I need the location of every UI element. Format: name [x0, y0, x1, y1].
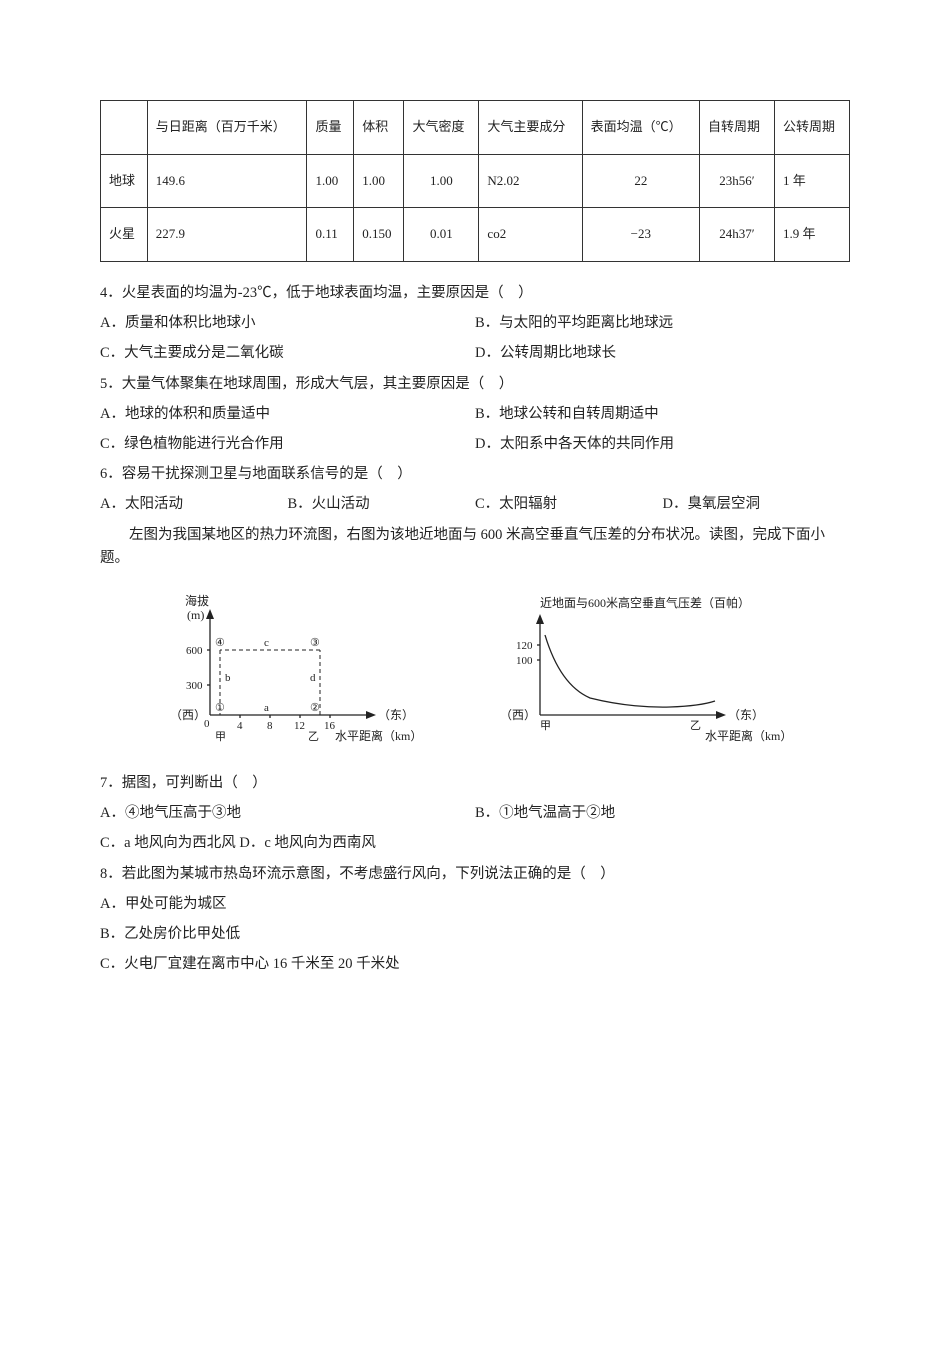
q6-opt-d: D．臭氧层空洞 — [663, 493, 851, 516]
th-blank — [101, 101, 148, 155]
ytick-300: 300 — [186, 680, 203, 692]
point-1: ① — [215, 702, 225, 714]
th-dist: 与日距离（百万千米） — [147, 101, 307, 155]
xtick-8: 8 — [267, 720, 273, 732]
r-yi: 乙 — [690, 719, 701, 732]
q6-opt-b: B．火山活动 — [288, 493, 476, 516]
east-label: （东） — [378, 708, 414, 722]
q5-stem: 5．大量气体聚集在地球周围，形成大气层，其主要原因是（ ） — [100, 373, 850, 396]
jia-label: 甲 — [215, 731, 226, 743]
q5-opt-a: A．地球的体积和质量适中 — [100, 403, 475, 426]
q4-stem: 4．火星表面的均温为-23℃，低于地球表面均温，主要原因是（ ） — [100, 282, 850, 305]
cell: 0.01 — [404, 208, 479, 262]
xtick-4: 4 — [237, 720, 243, 732]
figure-left: 海拔 (m) 600 300 （西） （东） 0 4 8 12 16 ① ② ③… — [160, 595, 430, 755]
q6-opt-a: A．太阳活动 — [100, 493, 288, 516]
xtick-12: 12 — [294, 720, 305, 732]
q7-opt-b: B．①地气温高于②地 — [475, 802, 850, 825]
r-east-label: （东） — [728, 708, 764, 722]
rytick-100: 100 — [516, 655, 533, 667]
cell: 23h56′ — [699, 154, 774, 208]
cell: 1.00 — [354, 154, 404, 208]
right-title: 近地面与600米高空垂直气压差（百帕） — [540, 595, 750, 610]
cell: 1 年 — [774, 154, 849, 208]
th-atm: 大气主要成分 — [479, 101, 582, 155]
cell: N2.02 — [479, 154, 582, 208]
th-rev: 公转周期 — [774, 101, 849, 155]
q4-opt-c: C．大气主要成分是二氧化碳 — [100, 342, 475, 365]
point-2: ② — [310, 702, 320, 714]
cell: 1.00 — [404, 154, 479, 208]
cell: −23 — [582, 208, 699, 262]
cell: 地球 — [101, 154, 148, 208]
ytick-600: 600 — [186, 645, 203, 657]
figure-right: 近地面与600米高空垂直气压差（百帕） 120 100 （西） （东） 甲 乙 … — [490, 595, 790, 755]
q8-opt-a: A．甲处可能为城区 — [100, 893, 850, 916]
cell: 1.9 年 — [774, 208, 849, 262]
r-jia: 甲 — [540, 720, 551, 732]
q8-opt-b: B．乙处房价比甲处低 — [100, 923, 850, 946]
table-row-earth: 地球 149.6 1.00 1.00 1.00 N2.02 22 23h56′ … — [101, 154, 850, 208]
table-row-header: 与日距离（百万千米） 质量 体积 大气密度 大气主要成分 表面均温（℃） 自转周… — [101, 101, 850, 155]
point-3: ③ — [310, 637, 320, 649]
axis-y-unit: (m) — [187, 608, 204, 622]
q6-stem: 6．容易干扰探测卫星与地面联系信号的是（ ） — [100, 463, 850, 486]
q7-opt-cd: C．a 地风向为西北风 D．c 地风向为西南风 — [100, 832, 850, 855]
point-4: ④ — [215, 637, 225, 649]
q4-opt-a: A．质量和体积比地球小 — [100, 312, 475, 335]
th-vol: 体积 — [354, 101, 404, 155]
cell: 0.150 — [354, 208, 404, 262]
cell: 1.00 — [307, 154, 354, 208]
west-label: （西） — [170, 708, 206, 722]
r-x-axis-title: 水平距离（km） — [705, 728, 792, 743]
axis-y-title: 海拔 — [185, 593, 209, 608]
q5-opt-c: C．绿色植物能进行光合作用 — [100, 433, 475, 456]
q7-opt-a: A．④地气压高于③地 — [100, 802, 475, 825]
table-row-mars: 火星 227.9 0.11 0.150 0.01 co2 −23 24h37′ … — [101, 208, 850, 262]
th-dens: 大气密度 — [404, 101, 479, 155]
planet-table: 与日距离（百万千米） 质量 体积 大气密度 大气主要成分 表面均温（℃） 自转周… — [100, 100, 850, 262]
q8-opt-c: C．火电厂宜建在离市中心 16 千米至 20 千米处 — [100, 953, 850, 976]
rytick-120: 120 — [516, 640, 533, 652]
x-axis-title: 水平距离（km） — [335, 728, 422, 743]
label-b: b — [225, 672, 231, 684]
q5-opt-d: D．太阳系中各天体的共同作用 — [475, 433, 850, 456]
q4-opt-b: B．与太阳的平均距离比地球远 — [475, 312, 850, 335]
th-temp: 表面均温（℃） — [582, 101, 699, 155]
q8-stem: 8．若此图为某城市热岛环流示意图，不考虑盛行风向，下列说法正确的是（ ） — [100, 863, 850, 886]
cell: 227.9 — [147, 208, 307, 262]
yi-label: 乙 — [308, 730, 319, 743]
cell: 0.11 — [307, 208, 354, 262]
cell: 24h37′ — [699, 208, 774, 262]
cell: 火星 — [101, 208, 148, 262]
q5-opt-b: B．地球公转和自转周期适中 — [475, 403, 850, 426]
q7-stem: 7．据图，可判断出（ ） — [100, 772, 850, 795]
intro-78: 左图为我国某地区的热力环流图，右图为该地近地面与 600 米高空垂直气压差的分布… — [100, 524, 850, 570]
label-d: d — [310, 672, 316, 684]
origin-label: 0 — [204, 718, 210, 730]
label-c: c — [264, 637, 269, 649]
cell: 22 — [582, 154, 699, 208]
cell: co2 — [479, 208, 582, 262]
r-west-label: （西） — [500, 708, 536, 722]
label-a: a — [264, 702, 269, 714]
q4-opt-d: D．公转周期比地球长 — [475, 342, 850, 365]
cell: 149.6 — [147, 154, 307, 208]
q6-opt-c: C．太阳辐射 — [475, 493, 663, 516]
th-rot: 自转周期 — [699, 101, 774, 155]
th-mass: 质量 — [307, 101, 354, 155]
xtick-16: 16 — [324, 720, 336, 732]
